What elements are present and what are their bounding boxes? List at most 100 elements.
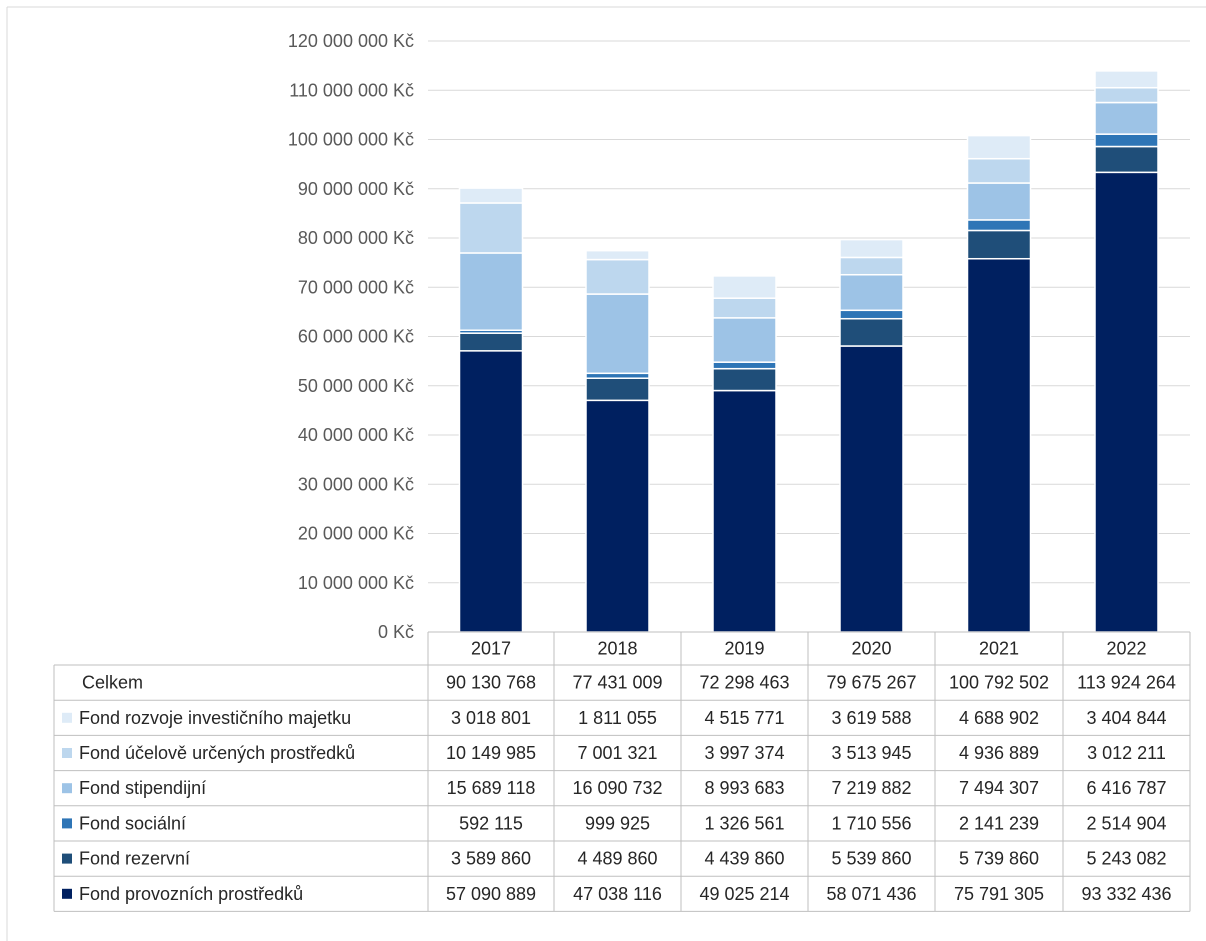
bar-segment (712, 275, 777, 299)
legend-label: Fond rozvoje investičního majetku (79, 708, 351, 728)
data-table-cell: 7 494 307 (959, 778, 1039, 798)
data-table-cell: 72 298 463 (699, 673, 789, 693)
bar-segment (1094, 133, 1159, 148)
y-tick-label: 30 000 000 Kč (298, 474, 414, 494)
bar-segment (839, 238, 904, 259)
bar-segment (585, 399, 650, 633)
bar-segment (712, 361, 777, 370)
bar-segment (966, 182, 1032, 221)
y-tick-label: 50 000 000 Kč (298, 376, 414, 396)
data-table-cell: 79 675 267 (826, 673, 916, 693)
bar-segment (1094, 171, 1159, 633)
data-table-cell: 113 924 264 (1077, 673, 1176, 693)
bar-segment (585, 258, 650, 295)
x-tick-label: 2017 (471, 639, 511, 659)
data-table-cell: 3 404 844 (1086, 708, 1166, 728)
y-tick-label: 100 000 000 Kč (288, 130, 414, 150)
data-table-cell: 3 589 860 (451, 849, 531, 869)
bar-segment (458, 332, 524, 352)
data-table-cell: 1 710 556 (831, 813, 911, 833)
y-tick-label: 70 000 000 Kč (298, 277, 414, 297)
legend-key (62, 783, 72, 794)
bar-segment (839, 256, 904, 276)
data-table-cell: 57 090 889 (446, 884, 536, 904)
y-tick-label: 10 000 000 Kč (298, 573, 414, 593)
data-table-cell: 3 012 211 (1087, 743, 1166, 763)
y-tick-label: 110 000 000 Kč (289, 80, 414, 100)
data-table-cell: 4 489 860 (577, 849, 657, 869)
bar-segment (966, 219, 1032, 232)
x-tick-label: 2019 (724, 639, 764, 659)
total-row-label: Celkem (82, 673, 143, 693)
data-table-cell: 75 791 305 (954, 884, 1044, 904)
data-table-cell: 6 416 787 (1086, 778, 1166, 798)
bar-segment (839, 273, 904, 312)
bar-segment (1094, 145, 1159, 174)
data-table-cell: 58 071 436 (826, 884, 916, 904)
x-tick-label: 2021 (979, 639, 1019, 659)
bar-segment (839, 317, 904, 347)
bar-segment (712, 367, 777, 392)
bar-segment (458, 187, 524, 204)
y-tick-label: 40 000 000 Kč (298, 425, 414, 445)
legend-label: Fond rezervní (79, 849, 190, 869)
data-table-cell: 2 514 904 (1086, 813, 1166, 833)
data-table-cell: 15 689 118 (447, 778, 536, 798)
bar-segment (1094, 101, 1159, 135)
data-table-cell: 4 688 902 (959, 708, 1039, 728)
legend-key (62, 818, 72, 829)
data-table-cell: 10 149 985 (446, 743, 536, 763)
y-axis-labels: 0 Kč 10 000 000 Kč 20 000 000 Kč 30 000 000… (288, 31, 414, 642)
data-table-cell: 4 439 860 (704, 849, 784, 869)
bar-segment (458, 350, 524, 633)
x-tick-label: 2018 (597, 639, 637, 659)
legend-key (62, 853, 72, 864)
data-table-cell: 47 038 116 (573, 884, 662, 904)
bar-segment (1094, 70, 1159, 89)
bar-segment (966, 257, 1032, 633)
data-table-cell: 3 513 945 (831, 743, 911, 763)
data-table-cell: 5 539 860 (831, 849, 911, 869)
bar-segment (585, 249, 650, 261)
data-table-cell: 3 018 801 (451, 708, 531, 728)
legend-key (62, 888, 72, 899)
y-tick-label: 90 000 000 Kč (298, 179, 414, 199)
data-table-cell: 999 925 (585, 813, 650, 833)
data-table-cell: 8 993 683 (704, 778, 784, 798)
data-table-cell: 49 025 214 (699, 884, 789, 904)
legend-label: Fond stipendijní (79, 778, 206, 798)
bar-segment (1094, 86, 1159, 104)
data-table-cell: 4 515 771 (704, 708, 784, 728)
bar-segment (712, 389, 777, 633)
data-table-cell: 3 619 588 (831, 708, 911, 728)
y-tick-label: 120 000 000 Kč (288, 31, 414, 51)
legend-key (62, 712, 72, 723)
data-table-cell: 3 997 374 (704, 743, 784, 763)
bar-segment (458, 252, 524, 331)
y-tick-label: 80 000 000 Kč (298, 228, 414, 248)
data-table-cell: 7 219 882 (831, 778, 911, 798)
data-table-cell: 5 739 860 (959, 849, 1039, 869)
data-table-cell: 4 936 889 (959, 743, 1039, 763)
data-table-cell: 7 001 321 (577, 743, 657, 763)
y-tick-label: 20 000 000 Kč (298, 524, 414, 544)
bar-segment (712, 317, 777, 363)
bar-segment (839, 345, 904, 633)
bar-segment (585, 293, 650, 375)
bar-segment (966, 229, 1032, 260)
bar-segment (458, 202, 524, 254)
data-table-cell: 1 326 561 (704, 813, 784, 833)
y-tick-label: 0 Kč (378, 622, 414, 642)
data-table-cell: 1 811 055 (578, 708, 657, 728)
legend-label: Fond účelově určených prostředků (79, 743, 355, 763)
data-table-cell: 100 792 502 (949, 673, 1049, 693)
x-tick-label: 2022 (1106, 639, 1146, 659)
bar-segment (839, 309, 904, 320)
bar-segment (585, 377, 650, 402)
data-table-cell: 592 115 (459, 813, 523, 833)
legend-key (62, 748, 72, 758)
data-table-cell: 16 090 732 (572, 778, 662, 798)
legend-label: Fond provozních prostředků (79, 884, 303, 904)
data-table-cell: 90 130 768 (446, 673, 536, 693)
data-table-cell: 2 141 239 (959, 813, 1039, 833)
